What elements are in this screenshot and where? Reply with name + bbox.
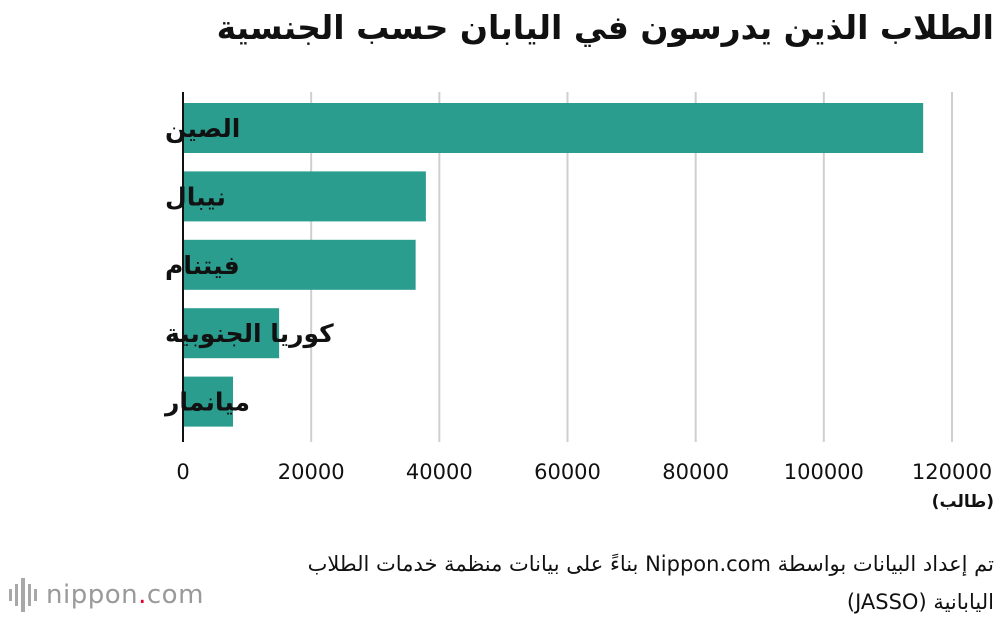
nippon-logo-icon xyxy=(9,578,37,612)
x-tick-label: 40000 xyxy=(406,460,473,484)
x-tick-label: 80000 xyxy=(662,460,729,484)
bar-chart: الصين نيبال فيتنام كوريا الجنوبية ميانمار 0 2… xyxy=(163,92,992,484)
logo-dot: . xyxy=(138,580,147,610)
x-tick-label: 20000 xyxy=(278,460,345,484)
x-tick-label: 60000 xyxy=(534,460,601,484)
category-label: الصين xyxy=(165,114,240,144)
logo-brand: nippon xyxy=(46,580,139,610)
unit-label: (طالب) xyxy=(931,492,994,512)
x-tick-labels: 0 20000 40000 60000 80000 100000 120000 xyxy=(176,460,992,484)
bar xyxy=(183,171,426,222)
bar xyxy=(183,103,924,153)
category-label: كوريا الجنوبية xyxy=(165,319,334,349)
category-label: ميانمار xyxy=(163,388,250,417)
x-tick-label: 0 xyxy=(176,460,189,484)
bar xyxy=(183,239,416,290)
nippon-logo: nippon.com xyxy=(8,576,204,614)
bar xyxy=(183,376,233,427)
source-note: تم إعداد البيانات بواسطة Nippon.com بناء… xyxy=(307,552,994,614)
x-tick-label: 100000 xyxy=(784,460,864,484)
category-label: نيبال xyxy=(165,182,226,211)
bars xyxy=(183,103,924,427)
category-label: فيتنام xyxy=(165,251,240,280)
chart-title: الطلاب الذين يدرسون في اليابان حسب الجنس… xyxy=(216,8,994,47)
nippon-logo-text: nippon.com xyxy=(46,580,204,610)
x-tick-label: 120000 xyxy=(912,460,992,484)
bar xyxy=(183,308,280,359)
category-labels: الصين نيبال فيتنام كوريا الجنوبية ميانمار xyxy=(163,114,334,417)
logo-suffix: com xyxy=(146,580,204,610)
